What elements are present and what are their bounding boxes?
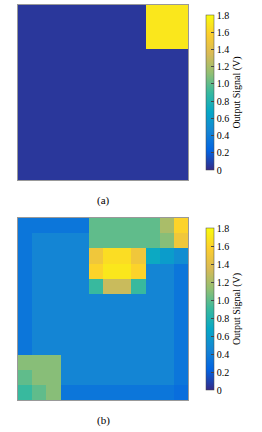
svg-text:1.0: 1.0: [217, 78, 230, 89]
svg-text:0.6: 0.6: [217, 331, 230, 342]
svg-text:(a): (a): [97, 194, 110, 207]
svg-text:1.6: 1.6: [217, 241, 230, 252]
svg-text:1.2: 1.2: [217, 61, 230, 72]
svg-text:Output Signal (V): Output Signal (V): [231, 56, 243, 128]
svg-text:1.6: 1.6: [217, 27, 230, 38]
svg-text:0: 0: [217, 385, 222, 396]
svg-text:0: 0: [217, 165, 222, 176]
svg-text:1.4: 1.4: [217, 259, 230, 270]
svg-text:0.4: 0.4: [217, 349, 230, 360]
svg-text:0.4: 0.4: [217, 130, 230, 141]
svg-text:1.0: 1.0: [217, 295, 230, 306]
svg-text:1.2: 1.2: [217, 277, 230, 288]
svg-text:Output Signal (V): Output Signal (V): [231, 273, 243, 345]
svg-text:0.8: 0.8: [217, 96, 230, 107]
svg-text:1.4: 1.4: [217, 44, 230, 55]
svg-text:(b): (b): [97, 414, 110, 427]
svg-text:0.6: 0.6: [217, 113, 230, 124]
svg-text:1.8: 1.8: [217, 10, 230, 21]
svg-text:0.2: 0.2: [217, 367, 230, 378]
svg-text:0.2: 0.2: [217, 147, 230, 158]
svg-text:1.8: 1.8: [217, 223, 230, 234]
svg-text:0.8: 0.8: [217, 313, 230, 324]
